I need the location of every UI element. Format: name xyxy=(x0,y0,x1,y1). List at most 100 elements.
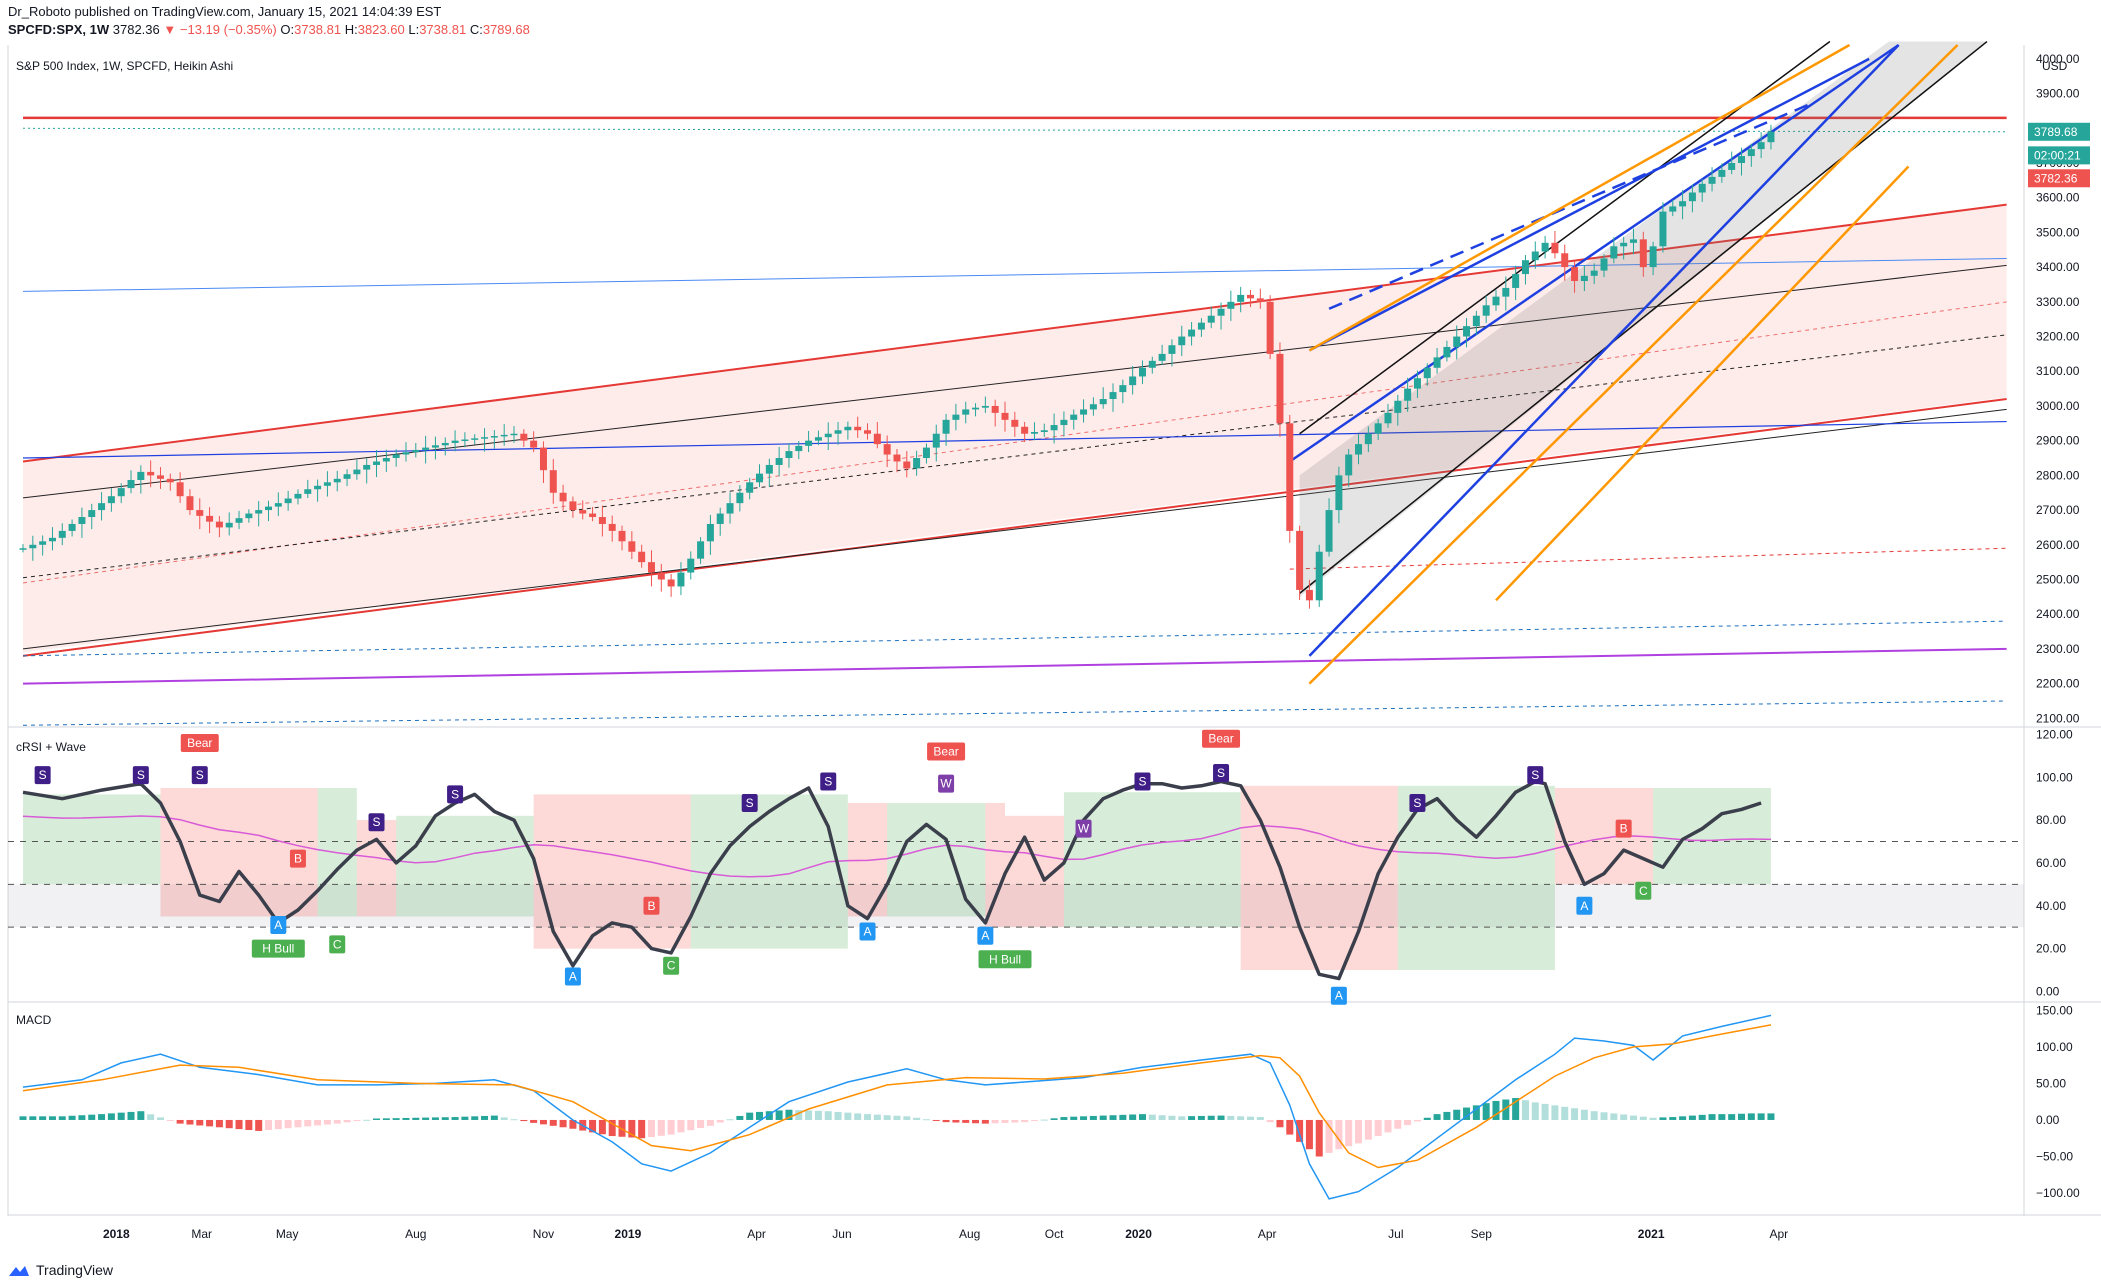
macd-histogram-bar xyxy=(559,1119,567,1128)
crsi-signal-label: S xyxy=(824,775,832,789)
down-triangle-icon: ▼ xyxy=(163,22,177,37)
candle-body xyxy=(1080,409,1088,415)
candle-body xyxy=(1355,444,1363,455)
macd-histogram-bar xyxy=(706,1119,714,1126)
macd-histogram-bar xyxy=(697,1119,705,1129)
candle-body xyxy=(726,503,734,514)
macd-histogram-bar xyxy=(1698,1114,1706,1120)
crsi-signal-label: W xyxy=(940,777,952,791)
candle-body xyxy=(1070,414,1078,420)
candle-body xyxy=(697,541,705,559)
candle-body xyxy=(805,440,813,446)
blue-wedge-lower xyxy=(1308,44,1900,657)
candle-body xyxy=(1138,367,1146,377)
candle-body xyxy=(304,489,312,494)
crsi-signal-label: W xyxy=(1078,822,1090,836)
macd-histogram-bar xyxy=(1080,1116,1088,1120)
black-trend-line xyxy=(22,264,2007,499)
candle-body xyxy=(422,447,430,450)
crsi-signal-badge xyxy=(1075,819,1092,838)
crsi-bear-zone xyxy=(356,820,397,917)
macd-histogram-bar xyxy=(1364,1119,1372,1140)
crsi-bull-zone xyxy=(690,794,848,949)
macd-histogram-bar xyxy=(19,1116,27,1120)
last-close-badge-bg xyxy=(2028,122,2090,141)
macd-histogram-bar xyxy=(1089,1115,1097,1120)
candle-body xyxy=(353,469,361,475)
macd-histogram-bar xyxy=(186,1119,194,1125)
ohlc-open: 3738.81 xyxy=(294,22,342,37)
macd-histogram-bar xyxy=(873,1114,881,1120)
macd-histogram-bar xyxy=(1767,1113,1775,1120)
candle-body xyxy=(1433,357,1441,368)
macd-histogram-bar xyxy=(1384,1119,1392,1133)
candle-body xyxy=(1089,404,1097,410)
crsi-signal-label: S xyxy=(137,768,145,782)
macd-histogram-bar xyxy=(245,1119,253,1131)
crsi-signal-label: A xyxy=(1335,989,1343,1003)
price-tick-label: 2500.00 xyxy=(2036,572,2080,586)
ohlc-high-key: H: xyxy=(344,22,358,37)
candle-body xyxy=(844,426,852,431)
macd-line xyxy=(22,1014,1772,1200)
macd-histogram-bar xyxy=(78,1115,86,1120)
time-tick-label: Jun xyxy=(832,1227,851,1241)
macd-histogram-bar xyxy=(667,1119,675,1135)
currency-label: USD xyxy=(2042,59,2068,73)
purple-support-line xyxy=(22,647,2007,685)
time-tick-label: Apr xyxy=(1769,1227,1788,1241)
symbol-name[interactable]: SPCFD:SPX, 1W xyxy=(8,22,110,37)
price-tick-label: 3500.00 xyxy=(2036,225,2080,239)
macd-histogram-bar xyxy=(922,1119,930,1121)
candle-body xyxy=(510,433,518,436)
macd-histogram-bar xyxy=(1119,1114,1127,1120)
candle-body xyxy=(323,482,331,486)
macd-histogram-bar xyxy=(932,1119,940,1121)
macd-histogram-bar xyxy=(1217,1115,1225,1120)
candle-body xyxy=(736,492,744,504)
last-close-badge: 3789.68 xyxy=(2034,125,2078,139)
blue-thin-trend xyxy=(22,257,2007,292)
candle-body xyxy=(255,510,263,514)
macd-histogram-bar xyxy=(274,1119,282,1130)
candle-body xyxy=(88,510,96,518)
crsi-tick-label: 20.00 xyxy=(2036,942,2066,956)
crsi-bear-zone xyxy=(1240,785,1398,971)
crsi-signal-badge xyxy=(977,926,994,945)
macd-histogram-bar xyxy=(1305,1119,1313,1150)
macd-histogram-bar xyxy=(373,1118,381,1120)
crsi-signal-label: A xyxy=(569,969,577,983)
candle-body xyxy=(176,482,184,497)
tradingview-logo[interactable]: TradingView xyxy=(8,1262,113,1278)
candle-body xyxy=(431,445,439,448)
candle-body xyxy=(1521,260,1529,275)
candle-body xyxy=(1482,305,1490,316)
macd-histogram-bar xyxy=(1276,1119,1284,1128)
macd-histogram-bar xyxy=(756,1111,763,1120)
candle-body xyxy=(1021,426,1029,434)
macd-histogram-bar xyxy=(530,1119,538,1123)
candle-body xyxy=(913,458,921,469)
ohlc-low: 3738.81 xyxy=(419,22,467,37)
crsi-signal-badge xyxy=(1615,819,1632,838)
macd-histogram-bar xyxy=(1580,1109,1588,1120)
macd-histogram-bar xyxy=(1158,1115,1166,1120)
macd-histogram-bar xyxy=(598,1119,606,1135)
candle-body xyxy=(147,471,155,476)
symbol-header: SPCFD:SPX, 1W 3782.36 ▼ −13.19 (−0.35%) … xyxy=(8,22,530,37)
macd-histogram-bar xyxy=(1571,1108,1579,1120)
macd-histogram-bar xyxy=(412,1117,420,1120)
crsi-signal-label: S xyxy=(39,768,47,782)
crsi-tick-label: 120.00 xyxy=(2036,727,2073,741)
blue-dashed-support xyxy=(22,620,2007,657)
time-tick-label: Apr xyxy=(747,1227,766,1241)
macd-histogram-bar xyxy=(1335,1119,1343,1150)
crsi-signal-label: B xyxy=(647,899,655,913)
blue-wedge-top xyxy=(1308,57,1870,352)
macd-histogram-bar xyxy=(1590,1111,1598,1120)
macd-histogram-bar xyxy=(363,1119,371,1121)
macd-histogram-bar xyxy=(1296,1119,1304,1142)
macd-histogram-bar xyxy=(1060,1117,1068,1120)
ohlc-low-key: L: xyxy=(408,22,420,37)
